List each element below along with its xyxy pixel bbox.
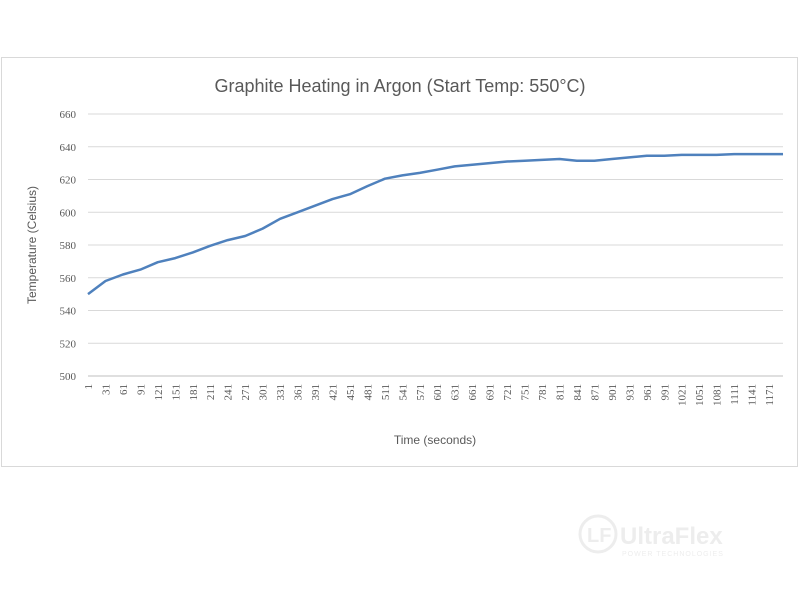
x-tick-label: 331 bbox=[275, 384, 287, 401]
svg-text:POWER TECHNOLOGIES: POWER TECHNOLOGIES bbox=[622, 551, 724, 558]
x-tick-label: 781 bbox=[537, 384, 549, 401]
x-tick-label: 241 bbox=[223, 384, 235, 401]
x-tick-label: 151 bbox=[170, 384, 182, 401]
x-axis-label: Time (seconds) bbox=[394, 433, 476, 447]
x-tick-label: 301 bbox=[258, 384, 270, 401]
y-tick-label: 640 bbox=[60, 142, 77, 154]
y-tick-label: 660 bbox=[60, 109, 77, 121]
x-tick-label: 991 bbox=[659, 384, 671, 401]
x-tick-label: 361 bbox=[293, 384, 305, 401]
y-tick-label: 580 bbox=[60, 240, 77, 252]
x-tick-label: 31 bbox=[100, 384, 112, 395]
svg-text:LF: LF bbox=[587, 525, 611, 547]
x-tick-label: 271 bbox=[240, 384, 252, 401]
x-tick-label: 181 bbox=[188, 384, 200, 401]
x-tick-label: 1171 bbox=[764, 384, 776, 406]
x-tick-label: 961 bbox=[642, 384, 654, 401]
y-tick-label: 600 bbox=[60, 207, 77, 219]
x-tick-label: 451 bbox=[345, 384, 357, 401]
x-tick-label: 511 bbox=[380, 384, 392, 400]
y-tick-label: 500 bbox=[60, 371, 77, 383]
x-tick-label: 601 bbox=[432, 384, 444, 401]
x-tick-label: 211 bbox=[205, 384, 217, 400]
x-tick-label: 571 bbox=[415, 384, 427, 401]
x-tick-label: 901 bbox=[607, 384, 619, 401]
y-tick-label: 520 bbox=[60, 338, 77, 350]
svg-text:UltraFlex: UltraFlex bbox=[620, 523, 723, 550]
temperature-series-line bbox=[87, 152, 783, 296]
x-tick-label: 391 bbox=[310, 384, 322, 401]
x-tick-label: 1021 bbox=[677, 384, 689, 406]
x-tick-label: 1051 bbox=[694, 384, 706, 406]
x-tick-label: 541 bbox=[397, 384, 409, 401]
x-tick-label: 421 bbox=[327, 384, 339, 401]
y-tick-label: 560 bbox=[60, 273, 77, 285]
x-tick-label: 481 bbox=[362, 384, 374, 401]
y-axis-label: Temperature (Celsius) bbox=[25, 186, 39, 304]
x-tick-label: 1081 bbox=[712, 384, 724, 406]
x-tick-label: 121 bbox=[153, 384, 165, 401]
x-tick-label: 1141 bbox=[747, 384, 759, 406]
y-tick-label: 620 bbox=[60, 175, 77, 187]
x-tick-label: 721 bbox=[502, 384, 514, 401]
x-tick-label: 91 bbox=[135, 384, 147, 395]
x-tick-label: 811 bbox=[554, 384, 566, 400]
chart-title: Graphite Heating in Argon (Start Temp: 5… bbox=[214, 76, 585, 96]
x-tick-label: 61 bbox=[118, 384, 130, 395]
x-tick-label: 691 bbox=[485, 384, 497, 401]
x-tick-label: 661 bbox=[467, 384, 479, 401]
logo-mark: LF UltraFlex POWER TECHNOLOGIES bbox=[578, 514, 724, 558]
x-tick-label: 1111 bbox=[729, 384, 741, 405]
x-tick-label: 931 bbox=[624, 384, 636, 401]
x-tick-label: 841 bbox=[572, 384, 584, 401]
x-tick-label: 751 bbox=[520, 384, 532, 401]
x-tick-label: 1 bbox=[83, 384, 95, 390]
y-tick-label: 540 bbox=[60, 306, 77, 318]
chart-frame bbox=[1, 57, 798, 467]
x-tick-label: 631 bbox=[450, 384, 462, 401]
x-tick-label: 871 bbox=[589, 384, 601, 401]
